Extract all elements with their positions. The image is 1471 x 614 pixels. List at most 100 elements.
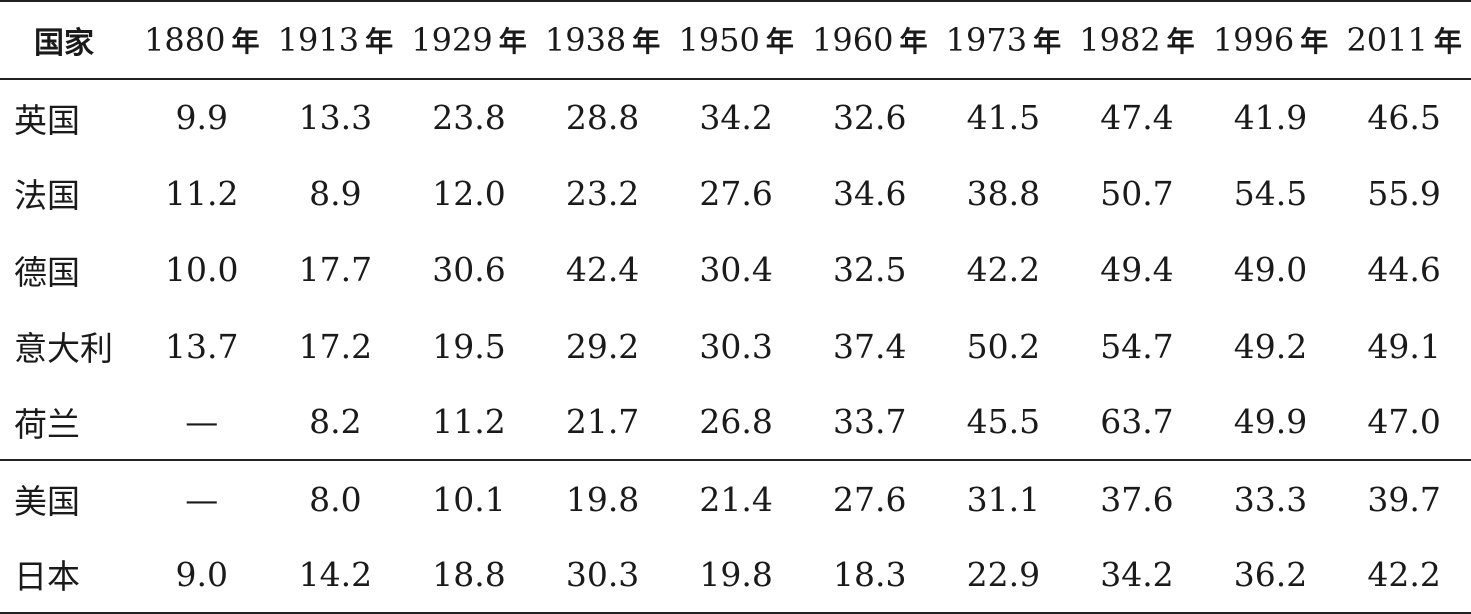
value-cell: 21.4 — [699, 479, 773, 519]
year-label: 1960 — [812, 21, 894, 59]
value-cell: 34.2 — [1100, 554, 1174, 594]
value-cell: 37.4 — [833, 326, 907, 366]
value-cell: — — [185, 402, 219, 442]
year-column-header: 1938 年 — [536, 1, 670, 79]
value-cell: 49.1 — [1367, 326, 1441, 366]
value-cell: 41.5 — [966, 98, 1041, 138]
year-column-header: 2011 年 — [1337, 1, 1471, 79]
value-cell: 38.8 — [966, 173, 1041, 213]
value-cell: 8.9 — [309, 173, 362, 213]
country-cell: 德国 — [14, 252, 80, 292]
value-cell: 46.5 — [1367, 98, 1441, 138]
value-cell: 49.2 — [1233, 326, 1308, 366]
value-cell: 49.4 — [1100, 250, 1174, 290]
year-suffix: 年 — [1300, 25, 1329, 58]
value-cell: 21.7 — [565, 402, 640, 442]
country-cell: 法国 — [14, 176, 80, 216]
table-row: 德国 10.0 17.7 30.6 42.4 30.4 32.5 42.2 49… — [0, 232, 1471, 308]
value-cell: 54.5 — [1233, 173, 1308, 213]
value-cell: 22.9 — [966, 554, 1041, 594]
value-cell: 42.4 — [565, 250, 640, 290]
value-cell: 50.2 — [966, 326, 1041, 366]
country-column-header: 国家 — [34, 26, 94, 61]
value-cell: 13.3 — [298, 98, 373, 138]
country-cell: 意大利 — [14, 329, 113, 369]
value-cell: 27.6 — [699, 173, 773, 213]
year-column-header: 1880 年 — [135, 1, 269, 79]
value-cell: 30.4 — [699, 250, 773, 290]
table-row: 美国 — 8.0 10.1 19.8 21.4 27.6 31.1 37.6 3… — [0, 460, 1471, 536]
value-cell: 18.3 — [833, 554, 907, 594]
year-suffix: 年 — [498, 25, 527, 58]
year-suffix: 年 — [1033, 25, 1062, 58]
value-cell: 12.0 — [432, 173, 506, 213]
value-cell: 37.6 — [1100, 479, 1174, 519]
year-label: 2011 — [1346, 21, 1428, 59]
value-cell: 8.0 — [309, 479, 362, 519]
value-cell: 26.8 — [699, 402, 773, 442]
year-column-header: 1973 年 — [937, 1, 1071, 79]
value-cell: 45.5 — [966, 402, 1041, 442]
value-cell: 31.1 — [966, 479, 1041, 519]
value-cell: 8.2 — [309, 402, 362, 442]
value-cell: 9.9 — [175, 98, 229, 138]
value-cell: 23.2 — [565, 173, 640, 213]
value-cell: 49.0 — [1233, 250, 1308, 290]
value-cell: 19.8 — [565, 479, 640, 519]
table-row: 意大利 13.7 17.2 19.5 29.2 30.3 37.4 50.2 5… — [0, 308, 1471, 384]
year-suffix: 年 — [1433, 25, 1462, 58]
year-column-header: 1996 年 — [1204, 1, 1338, 79]
country-cell: 日本 — [14, 557, 80, 597]
value-cell: 41.9 — [1233, 98, 1308, 138]
value-cell: 30.3 — [565, 554, 640, 594]
year-label: 1938 — [544, 21, 627, 59]
value-cell: 11.2 — [165, 173, 239, 213]
value-cell: 34.2 — [699, 98, 773, 138]
value-cell: 44.6 — [1367, 250, 1441, 290]
value-cell: 18.8 — [432, 554, 506, 594]
value-cell: 23.8 — [432, 98, 506, 138]
value-cell: 17.2 — [298, 326, 373, 366]
year-label: 1982 — [1079, 21, 1161, 59]
value-cell: 39.7 — [1367, 479, 1441, 519]
value-cell: 36.2 — [1233, 554, 1308, 594]
value-cell: 49.9 — [1233, 402, 1308, 442]
value-cell: 55.9 — [1367, 173, 1441, 213]
value-cell: 34.6 — [833, 173, 907, 213]
value-cell: 13.7 — [165, 326, 239, 366]
value-cell: 17.7 — [298, 250, 373, 290]
year-label: 1880 — [144, 21, 226, 59]
year-label: 1913 — [277, 21, 360, 59]
year-suffix: 年 — [765, 25, 794, 58]
value-cell: 32.6 — [833, 98, 907, 138]
year-label: 1996 — [1212, 21, 1295, 59]
year-label: 1929 — [411, 21, 493, 59]
value-cell: 63.7 — [1100, 402, 1174, 442]
year-suffix: 年 — [1166, 25, 1195, 58]
value-cell: 33.3 — [1233, 479, 1308, 519]
year-column-header: 1929 年 — [402, 1, 536, 79]
table-row: 荷兰 — 8.2 11.2 21.7 26.8 33.7 45.5 63.7 4… — [0, 384, 1471, 460]
value-cell: 30.6 — [432, 250, 506, 290]
year-label: 1950 — [678, 21, 760, 59]
value-cell: 42.2 — [1367, 554, 1441, 594]
value-cell: — — [185, 479, 219, 519]
value-cell: 10.1 — [432, 479, 506, 519]
year-suffix: 年 — [899, 25, 928, 58]
value-cell: 19.5 — [432, 326, 506, 366]
country-cell: 荷兰 — [14, 404, 80, 444]
year-suffix: 年 — [365, 25, 394, 58]
value-cell: 47.4 — [1100, 98, 1174, 138]
year-column-header: 1950 年 — [669, 1, 803, 79]
year-column-header: 1982 年 — [1070, 1, 1204, 79]
value-cell: 42.2 — [966, 250, 1041, 290]
table-row: 日本 9.0 14.2 18.8 30.3 19.8 18.3 22.9 34.… — [0, 537, 1471, 614]
value-cell: 19.8 — [699, 554, 773, 594]
value-cell: 9.0 — [175, 554, 229, 594]
value-cell: 14.2 — [298, 554, 373, 594]
value-cell: 10.0 — [165, 250, 239, 290]
value-cell: 27.6 — [833, 479, 907, 519]
year-suffix: 年 — [632, 25, 661, 58]
